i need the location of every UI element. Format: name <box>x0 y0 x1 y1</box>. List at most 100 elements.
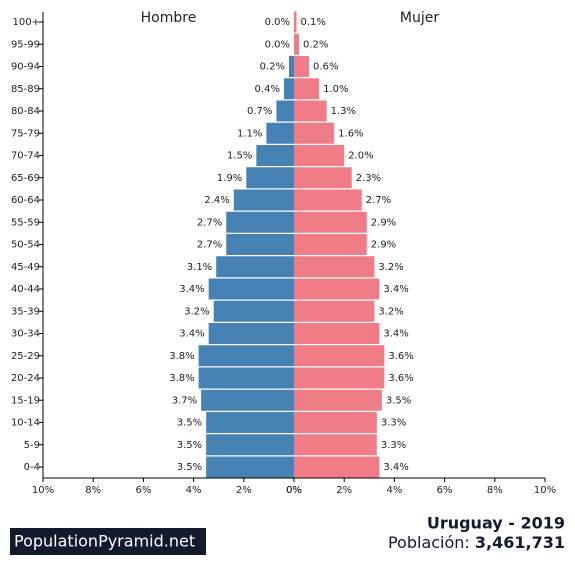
bar <box>213 300 294 322</box>
bar <box>294 256 375 278</box>
population: 3,461,731 <box>475 533 565 552</box>
y-tick-label: 70-74 <box>11 151 40 162</box>
x-tick-label: 8% <box>487 485 503 496</box>
value-label: 2.4% <box>204 195 229 206</box>
legend-label: Mujer <box>400 10 439 26</box>
value-label: 0.1% <box>301 17 326 28</box>
value-label: 0.2% <box>303 39 328 50</box>
value-label: 3.8% <box>169 351 194 362</box>
value-label: 3.5% <box>177 418 202 429</box>
x-tick-label: 10% <box>32 485 54 496</box>
bar <box>288 56 294 77</box>
bar <box>206 456 294 478</box>
value-label: 3.2% <box>378 262 403 273</box>
y-tick-label: 100+ <box>13 17 40 28</box>
value-label: 1.1% <box>237 128 262 139</box>
bar <box>294 389 382 411</box>
bar <box>294 33 300 55</box>
x-tick-label: 0% <box>286 485 302 496</box>
brand-box <box>10 528 206 555</box>
value-label: 0.6% <box>313 62 338 73</box>
x-tick-label: 4% <box>386 485 402 496</box>
value-label: 3.5% <box>386 395 411 406</box>
bar <box>208 278 294 300</box>
bar <box>294 56 310 77</box>
y-tick-label: 65-69 <box>11 173 40 184</box>
x-tick-label: 0% <box>286 485 302 496</box>
bar <box>226 211 294 233</box>
country-year: Uruguay - 2019 <box>427 514 565 533</box>
bar <box>226 234 294 255</box>
value-label: 2.9% <box>371 217 396 228</box>
value-label: 1.5% <box>227 151 252 162</box>
y-tick-label: 45-49 <box>11 262 40 273</box>
y-tick-label: 40-44 <box>11 284 40 295</box>
bar <box>276 100 294 122</box>
bar <box>216 256 294 278</box>
x-tick-label: 6% <box>135 485 151 496</box>
bar <box>294 189 362 211</box>
bar <box>206 412 294 433</box>
population-line: Población: 3,461,731 <box>388 533 565 552</box>
value-label: 3.5% <box>177 462 202 473</box>
value-label: 3.4% <box>179 284 204 295</box>
bar <box>294 78 320 100</box>
x-tick-label: 8% <box>85 485 101 496</box>
value-label: 1.3% <box>331 106 356 117</box>
bar <box>294 145 345 166</box>
bar <box>198 345 294 367</box>
bar <box>294 412 377 433</box>
value-label: 2.7% <box>197 217 222 228</box>
x-tick-label: 2% <box>336 485 352 496</box>
value-label: 3.6% <box>388 373 413 384</box>
bar <box>233 189 294 211</box>
x-tick-label: 6% <box>437 485 453 496</box>
y-tick-label: 25-29 <box>11 351 40 362</box>
legend-label: Hombre <box>141 10 197 26</box>
bar <box>294 278 380 300</box>
value-label: 3.1% <box>187 262 212 273</box>
value-label: 3.2% <box>378 306 403 317</box>
value-label: 1.6% <box>338 128 363 139</box>
population-label: Población: <box>388 533 470 552</box>
y-tick-label: 15-19 <box>11 395 40 406</box>
bar <box>198 367 294 389</box>
bar <box>294 456 380 478</box>
bar <box>294 167 352 189</box>
y-tick-label: 60-64 <box>11 195 40 206</box>
value-label: 2.3% <box>356 173 381 184</box>
value-label: 3.3% <box>381 440 406 451</box>
y-tick-label: 35-39 <box>11 306 40 317</box>
value-label: 0.4% <box>255 84 280 95</box>
y-tick-label: 85-89 <box>11 84 40 95</box>
y-tick-label: 10-14 <box>11 418 40 429</box>
value-label: 0.7% <box>247 106 272 117</box>
bar <box>294 100 327 122</box>
brand: PopulationPyramid.net <box>14 532 195 551</box>
y-tick-label: 20-24 <box>11 373 40 384</box>
value-label: 3.3% <box>381 418 406 429</box>
bar <box>294 11 297 33</box>
bar <box>283 78 294 100</box>
value-label: 3.4% <box>383 329 408 340</box>
value-label: 3.6% <box>388 351 413 362</box>
y-tick-label: 5-9 <box>24 440 40 451</box>
y-tick-label: 55-59 <box>11 217 40 228</box>
value-label: 2.0% <box>348 151 373 162</box>
value-label: 1.0% <box>323 84 348 95</box>
bar <box>201 389 294 411</box>
value-label: 3.4% <box>179 329 204 340</box>
bar <box>206 434 294 456</box>
value-label: 2.9% <box>371 240 396 251</box>
x-tick-label: 10% <box>534 485 556 496</box>
bar <box>294 122 335 144</box>
value-label: 0.0% <box>265 39 290 50</box>
value-label: 0.2% <box>260 62 285 73</box>
value-label: 3.4% <box>383 284 408 295</box>
value-label: 3.4% <box>383 462 408 473</box>
bar <box>294 323 380 344</box>
bar <box>266 122 294 144</box>
bar <box>294 300 375 322</box>
